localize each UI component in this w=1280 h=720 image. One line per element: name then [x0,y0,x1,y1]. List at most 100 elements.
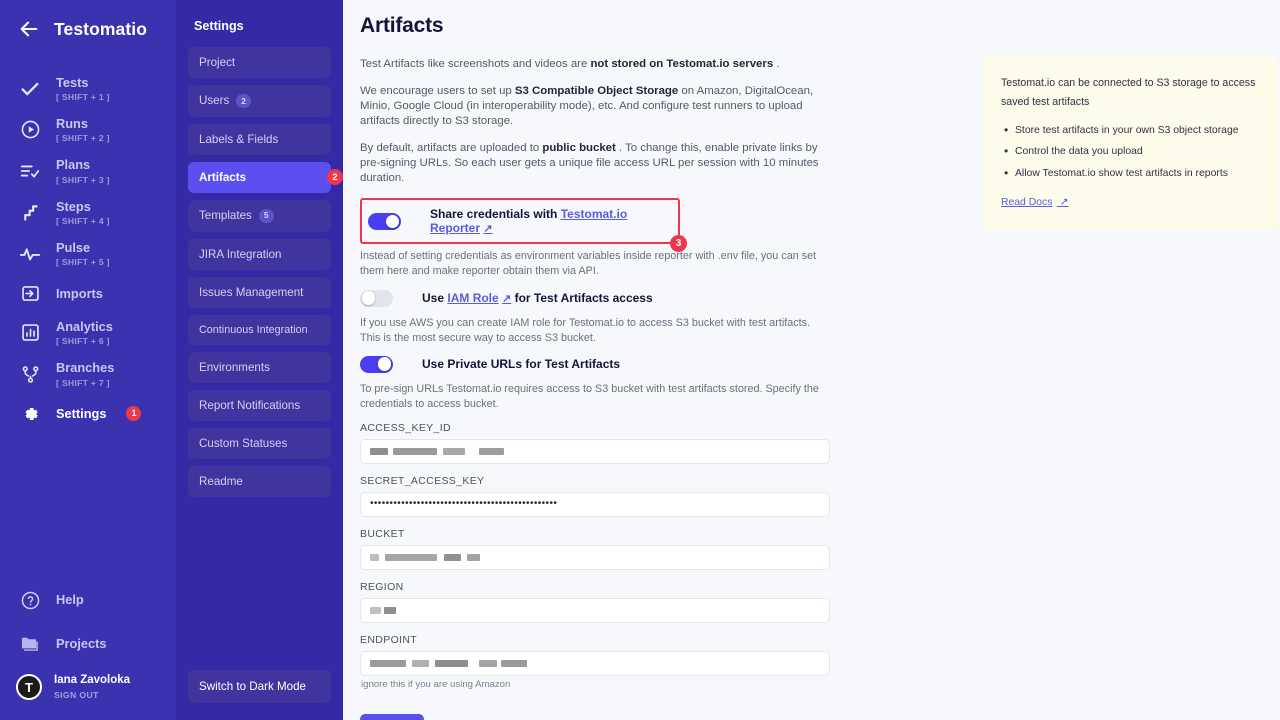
region-input[interactable] [360,597,830,623]
sidebar-item-label: Runs [56,116,88,132]
subnav-item-labels-fields[interactable]: Labels & Fields [188,123,331,155]
back-arrow-icon[interactable] [18,18,40,40]
iam-role-link[interactable]: IAM Role [447,291,499,306]
subnav-item-environments[interactable]: Environments [188,351,331,383]
avatar: T [16,674,42,700]
sidebar-item-shortcut: [ SHIFT + 5 ] [56,257,110,268]
sign-out-link[interactable]: SIGN OUT [54,689,99,700]
subnav-item-label: Report Notifications [199,398,301,412]
subnav-item-readme[interactable]: Readme [188,465,331,497]
subnav-item-project[interactable]: Project [188,47,331,78]
field-label: SECRET_ACCESS_KEY [360,474,485,487]
iam-role-note: If you use AWS you can create IAM role f… [360,316,811,344]
sidebar-item-label: Branches [56,360,115,376]
subnav-item-label: Artifacts [199,170,247,184]
sidebar-item-branches[interactable]: Branches [ SHIFT + 7 ] [0,353,176,394]
sidebar-item-projects[interactable]: Projects [0,622,176,666]
sidebar-item-label: Steps [56,198,91,214]
brand-title: Testomatio [54,18,148,39]
private-urls-row: Use Private URLs for Test Artifacts [360,355,980,373]
iam-role-toggle[interactable] [360,289,393,307]
sidebar-item-label: Plans [56,157,91,173]
subnav-item-label: Custom Statuses [199,436,288,450]
sidebar-footer: Help Projects T Iana Zavoloka SIGN OUT [0,578,176,720]
switch-dark-mode-button[interactable]: Switch to Dark Mode [188,670,331,703]
subnav-title: Settings [194,19,244,33]
redacted-value [435,659,468,667]
secret-access-key-input[interactable]: ••••••••••••••••••••••••••••••••••••••••… [360,491,830,517]
testomat-reporter-link[interactable]: Testomat.io Reporter [430,207,628,236]
sidebar-item-analytics[interactable]: Analytics [ SHIFT + 6 ] [0,312,176,353]
subnav-item-continuous-integration[interactable]: Continuous Integration [188,314,331,345]
user-name: Iana Zavoloka [54,674,131,687]
endpoint-input[interactable] [360,650,830,676]
subnav-item-label: JIRA Integration [199,247,282,261]
toggle-knob [377,357,392,372]
annotation-badge-2: 2 [327,169,343,186]
p3-text-c: . To change this, enable private links b… [360,142,819,185]
private-urls-label: Use Private URLs for Test Artifacts [422,357,621,372]
sidebar-item-settings[interactable]: Settings 1 [0,395,176,433]
subnav-item-custom-statuses[interactable]: Custom Statuses [188,427,331,459]
sidebar-item-plans[interactable]: Plans [ SHIFT + 3 ] [0,150,176,191]
intro-paragraph-2: We encourage users to set up S3 Compatib… [360,84,835,129]
info-panel: Testomat.io can be connected to S3 stora… [982,56,1278,231]
bucket-input[interactable] [360,544,830,570]
aside-wrapper: Testomat.io can be connected to S3 stora… [980,0,1280,720]
p1-text-a: Test Artifacts like screenshots and vide… [360,58,591,70]
subnav-item-label: Templates [199,209,252,223]
subnav-item-label: Project [199,56,236,69]
field-label: ACCESS_KEY_ID [360,421,451,434]
folder-icon [18,632,42,656]
sidebar-item-shortcut: [ SHIFT + 3 ] [56,174,110,185]
sidebar-item-label: Analytics [56,319,113,335]
subnav-item-report-notifications[interactable]: Report Notifications [188,389,331,421]
list-item: Store test artifacts in your own S3 obje… [1001,123,1259,138]
external-link-icon[interactable]: ↗ [1056,197,1069,209]
subnav-item-issues-management[interactable]: Issues Management [188,276,331,308]
sidebar-item-runs[interactable]: Runs [ SHIFT + 2 ] [0,109,176,150]
list-item: Allow Testomat.io show test artifacts in… [1001,166,1259,181]
main-area: Artifacts Test Artifacts like screenshot… [343,0,1280,720]
p2-text-a: We encourage users to set up [360,85,515,98]
sidebar-item-help[interactable]: Help [0,578,176,622]
pulse-icon [18,242,42,266]
sidebar-item-imports[interactable]: Imports [0,274,176,312]
field-region: REGION [360,581,980,623]
field-access-key-id: ACCESS_KEY_ID [360,422,980,464]
sidebar-item-tests[interactable]: Tests [ SHIFT + 1 ] [0,68,176,109]
user-account[interactable]: T Iana Zavoloka SIGN OUT [0,666,176,706]
subnav-item-users[interactable]: Users 2 [188,85,331,117]
subnav-item-artifacts[interactable]: Artifacts 2 [188,161,343,193]
list-item: Control the data you upload [1001,144,1259,159]
read-docs-link[interactable]: Read Docs [1001,197,1053,209]
sidebar-nav: Tests [ SHIFT + 1 ] Runs [ SHIFT + 2 ] [0,68,176,433]
bar-chart-icon [18,321,42,345]
redacted-value [384,606,396,614]
sidebar-item-shortcut: [ SHIFT + 4 ] [56,215,110,226]
subnav-item-label: Environments [199,360,270,374]
subnav-item-label: Issues Management [199,285,304,299]
private-urls-note: To pre-sign URLs Testomat.io requires ac… [360,382,819,410]
play-circle-icon [18,118,42,142]
subnav-item-count: 2 [236,94,251,108]
save-button[interactable]: Save [360,713,425,720]
private-urls-toggle[interactable] [360,355,393,373]
settings-subnav: Settings Project Users 2 Labels & Fields… [176,0,343,720]
redacted-value [467,553,480,561]
sidebar-item-pulse[interactable]: Pulse [ SHIFT + 5 ] [0,233,176,274]
sidebar-item-shortcut: [ SHIFT + 1 ] [56,92,110,103]
external-link-icon[interactable]: ↗ [502,293,512,306]
p1-text-bold: not stored on Testomat.io servers [590,58,774,70]
external-link-icon[interactable]: ↗ [483,223,493,236]
list-check-icon [18,159,42,183]
share-credentials-toggle[interactable] [368,212,401,230]
sidebar-item-steps[interactable]: Steps [ SHIFT + 4 ] [0,192,176,233]
p3-text-a: By default, artifacts are uploaded to [360,142,543,155]
sidebar-item-label: Imports [56,285,103,301]
subnav-item-templates[interactable]: Templates 5 [188,199,331,232]
sidebar-item-label: Pulse [56,239,91,255]
subnav-item-jira-integration[interactable]: JIRA Integration [188,238,331,270]
access-key-id-input[interactable] [360,438,830,464]
